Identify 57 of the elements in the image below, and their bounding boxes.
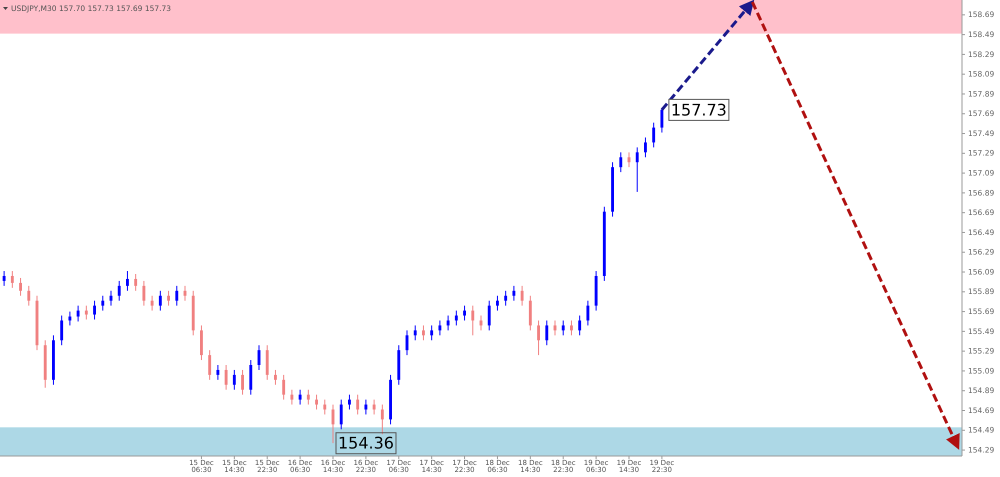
candlestick xyxy=(282,374,286,400)
candlestick xyxy=(315,394,318,410)
candlestick xyxy=(2,270,6,286)
candlestick xyxy=(578,315,582,336)
candlestick xyxy=(372,399,376,415)
candlestick xyxy=(306,389,310,406)
candlestick xyxy=(126,270,129,292)
candlestick xyxy=(60,315,64,346)
candlestick xyxy=(241,369,244,396)
candlestick xyxy=(554,320,556,336)
candlestick xyxy=(380,404,384,435)
candlestick xyxy=(454,310,458,326)
candlestick xyxy=(150,295,154,312)
candlestick xyxy=(142,280,146,306)
candlestick xyxy=(480,315,482,331)
candlestick xyxy=(356,394,360,415)
candlestick xyxy=(438,320,442,336)
candlestick xyxy=(364,399,368,415)
candlestick xyxy=(406,330,408,356)
candlestick xyxy=(158,290,162,312)
candlestick xyxy=(644,136,647,158)
candlestick xyxy=(208,350,212,380)
candlestick xyxy=(348,394,351,410)
candlestick xyxy=(110,290,112,306)
candlestick xyxy=(93,300,96,320)
candlestick xyxy=(496,295,499,312)
candlestick xyxy=(537,320,540,356)
candlestick xyxy=(10,270,14,288)
candlestick xyxy=(504,290,508,306)
candlestick xyxy=(224,364,228,390)
candlestick xyxy=(446,315,450,331)
candlestick xyxy=(570,320,573,336)
annotation: 157.73 xyxy=(670,100,727,120)
candlestick xyxy=(628,152,630,168)
candlestick xyxy=(134,273,138,292)
candlestick xyxy=(520,285,524,306)
candlestick xyxy=(216,364,220,380)
candlestick xyxy=(258,344,260,370)
candlestick xyxy=(422,324,425,341)
candlestick xyxy=(660,107,664,134)
candlestick xyxy=(298,389,302,406)
candlestick xyxy=(430,324,434,341)
candlestick xyxy=(76,305,80,322)
candlestick xyxy=(184,285,186,302)
candlestick xyxy=(586,300,590,326)
candlestick xyxy=(463,305,466,321)
candlestick xyxy=(68,311,72,326)
candlestick xyxy=(332,404,334,444)
candlestick xyxy=(19,277,22,296)
candlestick xyxy=(232,369,236,390)
annotation: 154.36 xyxy=(338,434,394,453)
candlestick xyxy=(84,305,88,320)
candlestick xyxy=(512,285,516,302)
candlestick xyxy=(274,369,277,386)
candlestick xyxy=(290,389,294,406)
candlestick xyxy=(652,122,656,148)
candlestick xyxy=(167,290,170,306)
